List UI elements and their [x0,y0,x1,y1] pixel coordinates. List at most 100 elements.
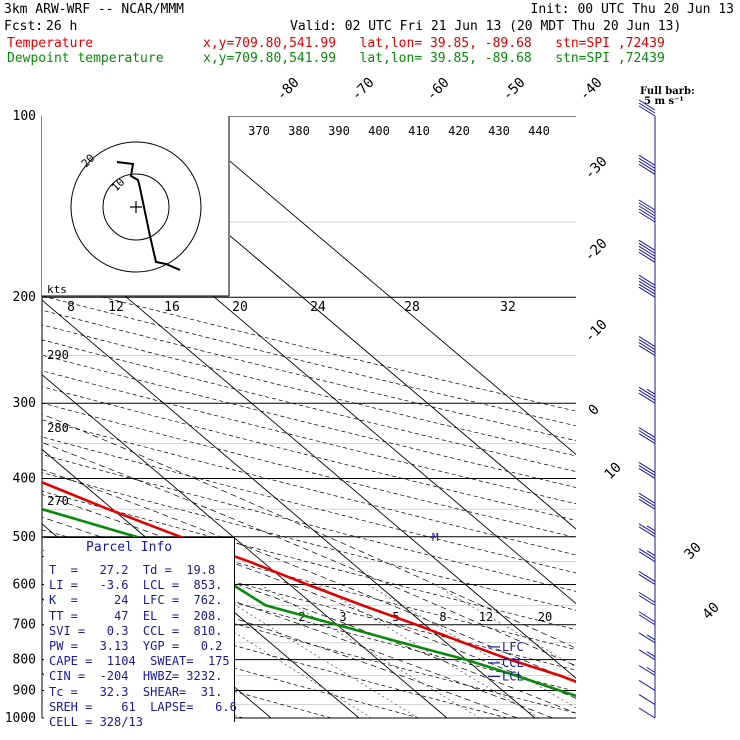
isotherm-line [0,116,7,718]
barb-key-title: Full barb: [640,86,695,97]
parcel-info-row: CELL = 328/13 [49,715,143,730]
wind-barb [638,465,656,476]
wind-barb [638,574,656,585]
wind-barb [638,551,656,563]
wind-barb [638,468,656,479]
wind-barb [638,105,656,117]
isobar-label: 600 [13,577,36,592]
isotherm-label: -70 [349,75,378,104]
isotherm-label: 30 [682,540,705,563]
dry-adiabat-line [42,354,576,488]
isotherm-label: -20 [582,236,611,265]
theta-label: 440 [528,124,550,138]
theta-e-label: 24 [310,300,326,315]
wind-barb [646,651,656,658]
isotherm-label: 40 [700,600,723,623]
temperature-line-label: Temperature [7,36,94,51]
wind-barb [638,707,656,719]
parcel-info-row: SVI = 0.3 CCL = 810. [49,623,223,638]
isotherm-line [42,448,360,718]
dry-adiabat-line [42,324,576,457]
wind-barb [638,342,656,353]
wind-barb [638,245,656,257]
init-time: Init: 00 UTC Thu 20 Jun 13 [530,2,735,17]
isotherm-line [42,374,448,718]
wind-barb [638,526,656,538]
mixing-ratio-label: 20 [538,610,552,624]
moist-adiabat-line [42,442,576,667]
wind-barb [638,611,656,623]
hodograph-ring-outer [70,141,202,273]
isobar-label: 100 [13,109,36,124]
hodograph-trace [116,161,181,271]
isotherm-label: -60 [424,75,453,104]
theta-label: 290 [47,348,69,362]
wind-barb [638,211,656,223]
isotherm-line [176,116,576,456]
parcel-info-row: LI = -3.6 LCL = 853. [49,578,223,593]
valid-time: Valid: 02 UTC Fri 21 Jun 13 (20 MDT Thu … [290,19,682,34]
theta-e-label: 32 [500,300,516,315]
wind-barb [638,199,656,211]
wind-barb [638,336,656,347]
isobar-label: 500 [13,530,36,545]
wind-barb [638,248,656,260]
wind-barb [638,251,656,263]
wind-barb [638,239,656,251]
parcel-info-title: Parcel Info [86,540,173,555]
dry-adiabat-line [42,309,576,442]
theta-label: 420 [448,124,470,138]
isobar-label: 800 [13,653,36,668]
dry-adiabat-line [42,281,576,412]
parcel-info-panel: Parcel Info T = 27.2 Td = 19.8 LI = -3.6 … [44,537,237,729]
mixing-ratio-label: 12 [479,610,493,624]
theta-e-label: 20 [232,300,248,315]
wind-barb [638,102,656,114]
wind-barb [646,634,656,641]
wind-barb [638,680,656,691]
wind-barb [638,548,656,560]
wind-barb [638,208,656,220]
isobar-label: 700 [13,618,36,633]
wind-barb [638,462,656,473]
wind-barb [638,205,656,217]
wind-barb [638,283,656,295]
wind-barb [638,427,656,438]
wind-barb [638,571,656,582]
wind-barb [638,280,656,292]
mixing-ratio-line [201,584,419,718]
wind-barb [646,525,656,532]
wind-barb [638,665,656,676]
dewpoint-location: x,y=709.80,541.99 lat,lon= 39.85, -89.68… [203,51,665,66]
mixing-ratio-line [433,584,576,668]
lcl-level-label: LCL [502,669,524,683]
wind-barb [638,99,656,111]
isobar-label: 300 [13,396,36,411]
wind-barb [646,550,656,557]
parcel-info-row: SREH = 61 LAPSE= 6.6 [49,699,237,714]
dry-adiabat-line [42,339,576,472]
isobar-label: 200 [13,290,36,305]
dry-adiabat-line [42,490,576,631]
dry-adiabat-line [42,454,576,592]
wind-barb [638,492,656,504]
ccl-level-label: CCL [502,656,524,670]
lfc-level-label: LFC [502,640,524,654]
moist-adiabat-line [42,413,576,649]
forecast-label: Fcst: [4,19,44,34]
theta-e-label: 16 [164,300,180,315]
wind-barb [638,286,656,298]
mixing-ratio-label: 3 [339,610,346,624]
parcel-info-row: PW = 3.13 YGP = 0.2 [49,639,223,654]
theta-e-label: 28 [404,300,420,315]
wind-barb [638,157,656,169]
theta-label: 380 [288,124,310,138]
theta-label: 400 [368,124,390,138]
wind-barb [646,388,656,395]
wind-barb [638,430,656,441]
dry-adiabat-line [42,570,576,714]
dry-adiabat-line [42,295,576,427]
moist-adiabat-line [42,516,576,714]
isotherm-line [42,299,536,718]
isobar-label: 400 [13,471,36,486]
